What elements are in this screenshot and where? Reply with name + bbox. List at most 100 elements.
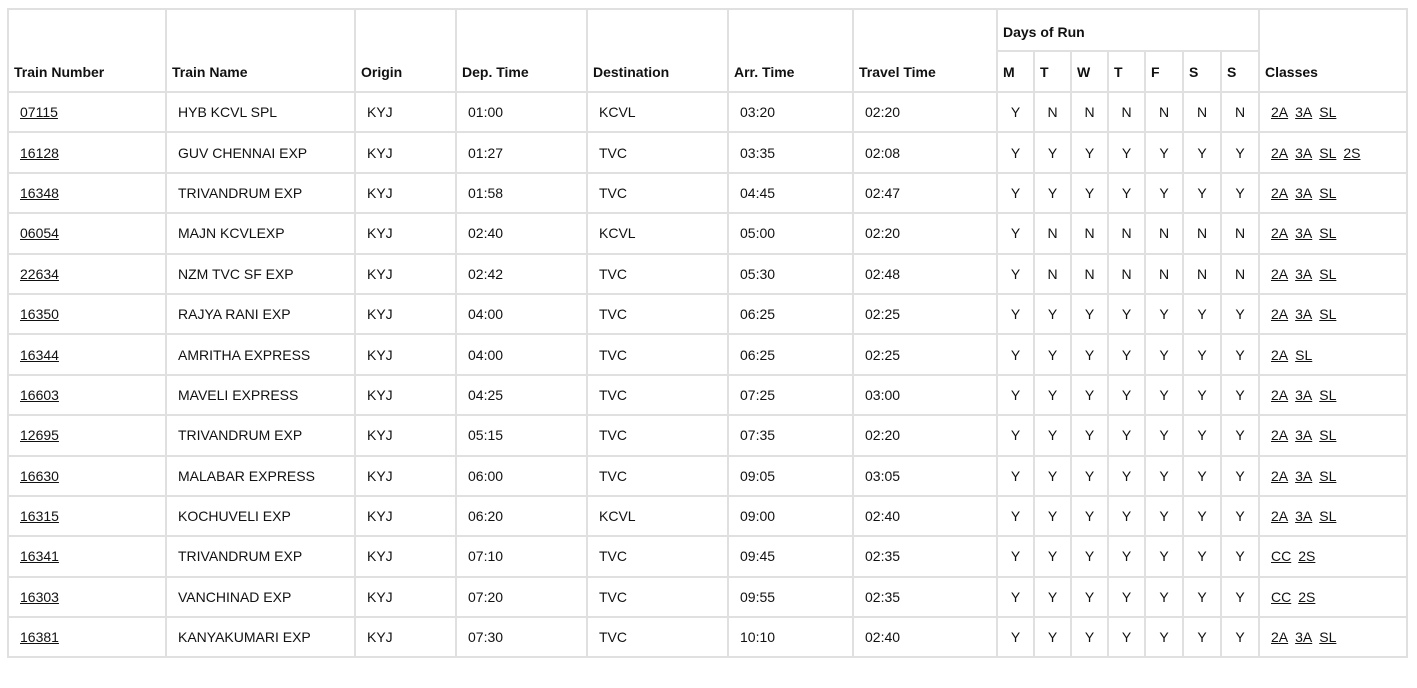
train-number-cell: 16341 — [7, 535, 167, 578]
class-link[interactable]: 2A — [1271, 629, 1289, 646]
class-link[interactable]: 3A — [1295, 265, 1313, 282]
class-link[interactable]: 2S — [1298, 588, 1316, 605]
header-dep-time: Dep. Time — [455, 8, 588, 93]
day-run-cell: N — [1107, 212, 1146, 255]
day-run-cell: N — [1220, 252, 1260, 295]
class-link[interactable]: 2A — [1271, 225, 1289, 242]
day-run-cell: Y — [996, 212, 1035, 255]
table-row: 16630 MALABAR EXPRESS KYJ 06:00 TVC 09:05 03:0… — [7, 454, 1408, 497]
class-link[interactable]: 2A — [1271, 265, 1289, 282]
train-number-link[interactable]: 16381 — [20, 629, 59, 646]
class-link[interactable]: 2A — [1271, 508, 1289, 525]
class-link[interactable]: SL — [1319, 508, 1337, 525]
class-link[interactable]: SL — [1319, 386, 1337, 403]
origin-cell: KYJ — [354, 90, 457, 134]
class-link[interactable]: 2A — [1271, 467, 1289, 484]
train-number-link[interactable]: 07115 — [20, 104, 58, 121]
header-days-of-run: Days of Run — [996, 8, 1260, 52]
day-run-cell: Y — [996, 454, 1035, 497]
day-run-cell: N — [1220, 212, 1260, 255]
header-classes: Classes — [1258, 8, 1408, 93]
arr-time-cell: 05:00 — [727, 212, 854, 255]
day-run-cell: Y — [1182, 292, 1222, 336]
class-link[interactable]: 2A — [1271, 104, 1289, 121]
travel-time-cell: 02:35 — [852, 575, 998, 619]
travel-time-cell: 02:35 — [852, 535, 998, 578]
class-link[interactable]: 2A — [1271, 386, 1289, 403]
origin-cell: KYJ — [354, 333, 457, 376]
travel-time-cell: 02:47 — [852, 171, 998, 215]
class-link[interactable]: 3A — [1295, 306, 1313, 323]
class-link[interactable]: 2S — [1298, 548, 1316, 565]
class-link[interactable]: CC — [1271, 548, 1292, 565]
train-number-link[interactable]: 16341 — [20, 548, 59, 565]
class-link[interactable]: 3A — [1295, 184, 1313, 201]
day-run-cell: Y — [996, 90, 1035, 134]
train-number-link[interactable]: 12695 — [20, 427, 59, 444]
train-number-link[interactable]: 16344 — [20, 346, 59, 363]
train-number-link[interactable]: 16350 — [20, 306, 59, 323]
class-link[interactable]: 2A — [1271, 144, 1289, 161]
class-link[interactable]: 2A — [1271, 346, 1289, 363]
day-run-cell: Y — [1070, 414, 1109, 457]
class-link[interactable]: SL — [1295, 346, 1313, 363]
day-run-cell: Y — [1182, 373, 1222, 417]
header-day-fri: F — [1144, 50, 1184, 93]
destination-cell: TVC — [586, 171, 729, 215]
day-run-cell: N — [1144, 212, 1184, 255]
class-link[interactable]: 2A — [1271, 306, 1289, 323]
train-number-link[interactable]: 22634 — [20, 265, 59, 282]
class-link[interactable]: SL — [1319, 225, 1337, 242]
train-number-link[interactable]: 16630 — [20, 467, 59, 484]
day-run-cell: Y — [1182, 535, 1222, 578]
day-run-cell: Y — [1070, 616, 1109, 659]
class-link[interactable]: SL — [1319, 144, 1337, 161]
table-row: 16348 TRIVANDRUM EXP KYJ 01:58 TVC 04:45 02:47… — [7, 171, 1408, 215]
day-run-cell: N — [1107, 90, 1146, 134]
day-run-cell: Y — [996, 171, 1035, 215]
dep-time-cell: 07:30 — [455, 616, 588, 659]
dep-time-cell: 04:00 — [455, 333, 588, 376]
train-number-link[interactable]: 16303 — [20, 588, 59, 605]
class-link[interactable]: 3A — [1295, 144, 1313, 161]
class-link[interactable]: 3A — [1295, 386, 1313, 403]
day-run-cell: Y — [996, 373, 1035, 417]
train-name-cell: TRIVANDRUM EXP — [165, 535, 356, 578]
class-link[interactable]: 3A — [1295, 629, 1313, 646]
table-row: 16381 KANYAKUMARI EXP KYJ 07:30 TVC 10:10 02:4… — [7, 616, 1408, 659]
train-number-link[interactable]: 16603 — [20, 386, 59, 403]
classes-cell: 2A 3A SL — [1258, 616, 1408, 659]
class-link[interactable]: 3A — [1295, 104, 1313, 121]
train-number-link[interactable]: 16315 — [20, 508, 59, 525]
day-run-cell: Y — [1182, 494, 1222, 538]
dep-time-cell: 04:00 — [455, 292, 588, 336]
train-number-cell: 16603 — [7, 373, 167, 417]
class-link[interactable]: 3A — [1295, 225, 1313, 242]
class-link[interactable]: 3A — [1295, 467, 1313, 484]
train-number-link[interactable]: 16128 — [20, 144, 59, 161]
class-link[interactable]: SL — [1319, 265, 1337, 282]
classes-cell: 2A SL — [1258, 333, 1408, 376]
day-run-cell: Y — [1070, 333, 1109, 376]
class-link[interactable]: CC — [1271, 588, 1292, 605]
classes-cell: 2A 3A SL — [1258, 373, 1408, 417]
class-link[interactable]: 3A — [1295, 508, 1313, 525]
class-link[interactable]: SL — [1319, 427, 1337, 444]
travel-time-cell: 02:20 — [852, 212, 998, 255]
train-number-link[interactable]: 16348 — [20, 184, 59, 201]
class-link[interactable]: 2S — [1343, 144, 1361, 161]
header-day-tue: T — [1033, 50, 1072, 93]
class-link[interactable]: 3A — [1295, 427, 1313, 444]
class-link[interactable]: 2A — [1271, 184, 1289, 201]
class-link[interactable]: SL — [1319, 306, 1337, 323]
train-number-link[interactable]: 06054 — [20, 225, 59, 242]
day-run-cell: Y — [1220, 414, 1260, 457]
class-link[interactable]: SL — [1319, 467, 1337, 484]
class-link[interactable]: SL — [1319, 104, 1337, 121]
arr-time-cell: 03:35 — [727, 131, 854, 174]
class-link[interactable]: SL — [1319, 184, 1337, 201]
day-run-cell: Y — [1107, 373, 1146, 417]
travel-time-cell: 02:25 — [852, 333, 998, 376]
class-link[interactable]: 2A — [1271, 427, 1289, 444]
class-link[interactable]: SL — [1319, 629, 1337, 646]
